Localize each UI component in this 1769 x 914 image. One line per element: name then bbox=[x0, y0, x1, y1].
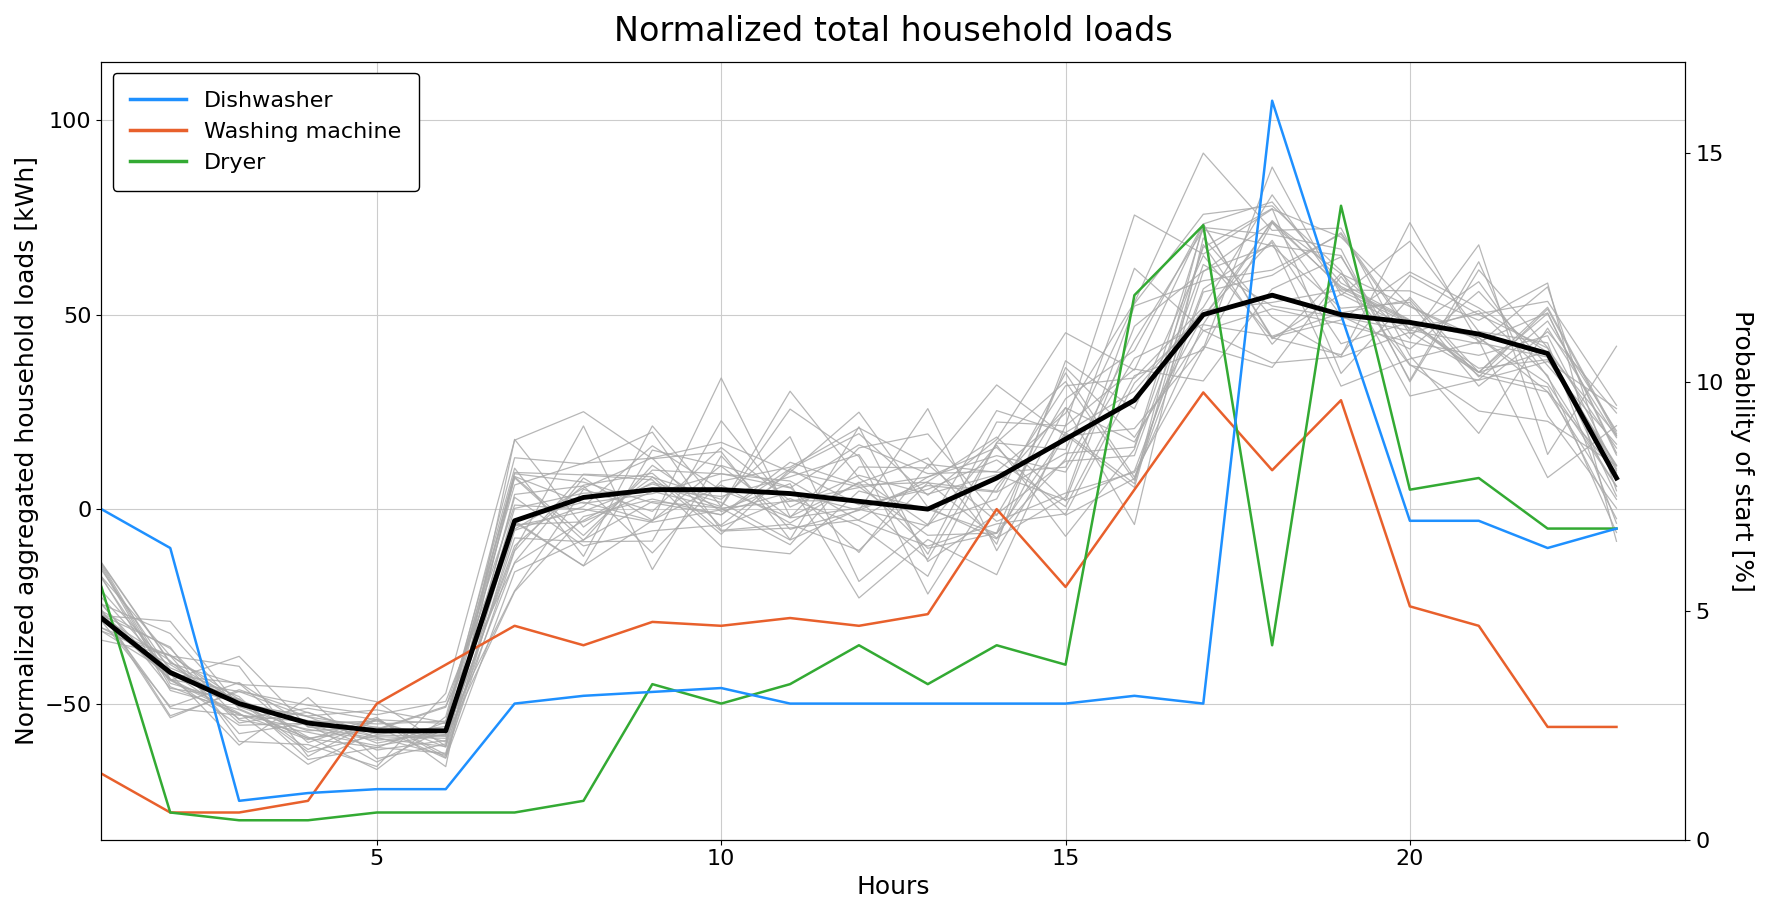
Legend: Dishwasher, Washing machine, Dryer: Dishwasher, Washing machine, Dryer bbox=[113, 73, 419, 191]
Y-axis label: Normalized aggregated household loads [kWh]: Normalized aggregated household loads [k… bbox=[14, 156, 39, 745]
Y-axis label: Probability of start [%]: Probability of start [%] bbox=[1730, 310, 1755, 591]
X-axis label: Hours: Hours bbox=[856, 875, 930, 899]
Title: Normalized total household loads: Normalized total household loads bbox=[614, 15, 1173, 48]
